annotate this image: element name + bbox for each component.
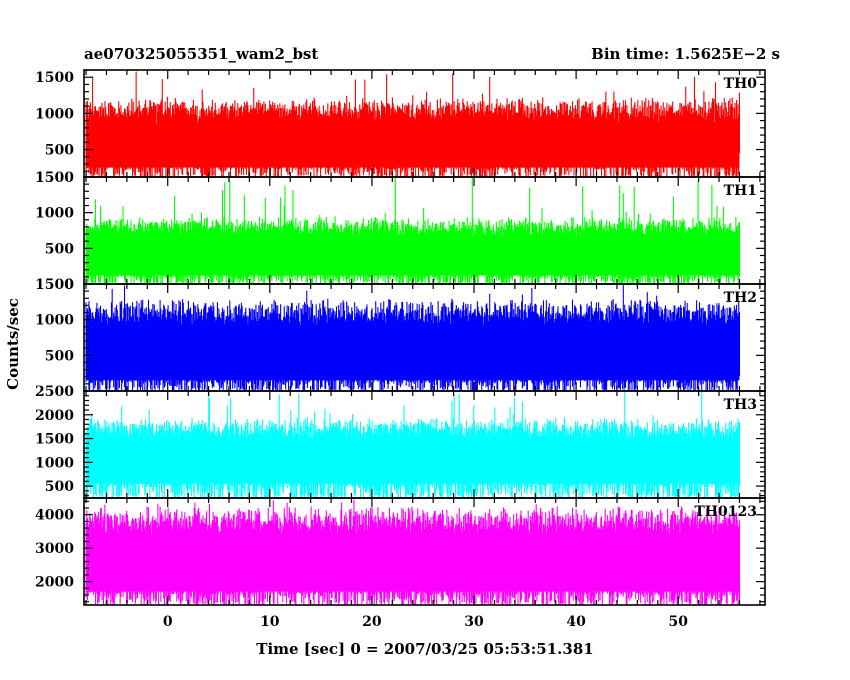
y-tick-label: 1000 [35, 106, 74, 122]
series-fill-th2 [86, 339, 740, 381]
chart-title-left: ae070325055351_wam2_bst [84, 45, 318, 63]
panel-label-th0123: TH0123 [694, 504, 757, 520]
x-tick-label: 20 [362, 614, 382, 630]
panel-th3: 500 1000 1500 2000 2500 TH3 [35, 384, 766, 499]
panel-th0: 500 1000 1500 TH0 [35, 69, 766, 178]
panel-th1: 0 500 1000 1500 TH1 [35, 170, 766, 293]
panel-label-th0: TH0 [724, 76, 758, 92]
panel-th0123: 2000 3000 4000 TH0123 [35, 497, 766, 606]
x-tick-label: 40 [566, 614, 586, 630]
y-tick-label: 1500 [35, 70, 74, 86]
y-tick-label: 1000 [35, 313, 74, 329]
y-tick-label: 1500 [35, 432, 74, 448]
y-tick-label: 3000 [35, 541, 74, 557]
y-axis-title: Counts/sec [4, 298, 22, 390]
y-tick-label: 500 [45, 143, 74, 159]
panel-frame [83, 497, 766, 606]
y-tick-label: 2000 [35, 575, 74, 591]
y-tick-label: 500 [45, 479, 74, 495]
series-fill-th3 [86, 451, 740, 484]
x-axis-title: Time [sec] 0 = 2007/03/25 05:53:51.381 [256, 640, 593, 658]
x-tick-label: 10 [260, 614, 280, 630]
panel-th2: 500 1000 1500 TH2 [35, 277, 766, 392]
y-tick-label: 1000 [35, 206, 74, 222]
series-fill-th0 [86, 133, 740, 168]
y-tick-label: 0 [64, 277, 74, 293]
panel-label-th2: TH2 [724, 290, 757, 306]
x-tick-label: 30 [464, 614, 484, 630]
y-tick-label: 1000 [35, 455, 74, 471]
x-tick-label: 50 [668, 614, 688, 630]
panel-label-th3: TH3 [724, 397, 757, 413]
y-tick-label: 500 [45, 241, 74, 257]
y-tick-label: 1500 [35, 170, 74, 186]
x-tick-label: 0 [163, 614, 173, 630]
y-tick-label: 2500 [35, 384, 74, 400]
series-fill-th1 [86, 246, 740, 276]
y-tick-label: 500 [45, 348, 74, 364]
y-tick-label: 1500 [35, 277, 74, 293]
chart-title-right: Bin time: 1.5625E−2 s [591, 45, 780, 63]
y-tick-label: 2000 [35, 408, 74, 424]
panel-label-th1: TH1 [724, 183, 757, 199]
y-tick-label: 4000 [35, 508, 74, 524]
series-fill-th0123 [86, 549, 740, 592]
